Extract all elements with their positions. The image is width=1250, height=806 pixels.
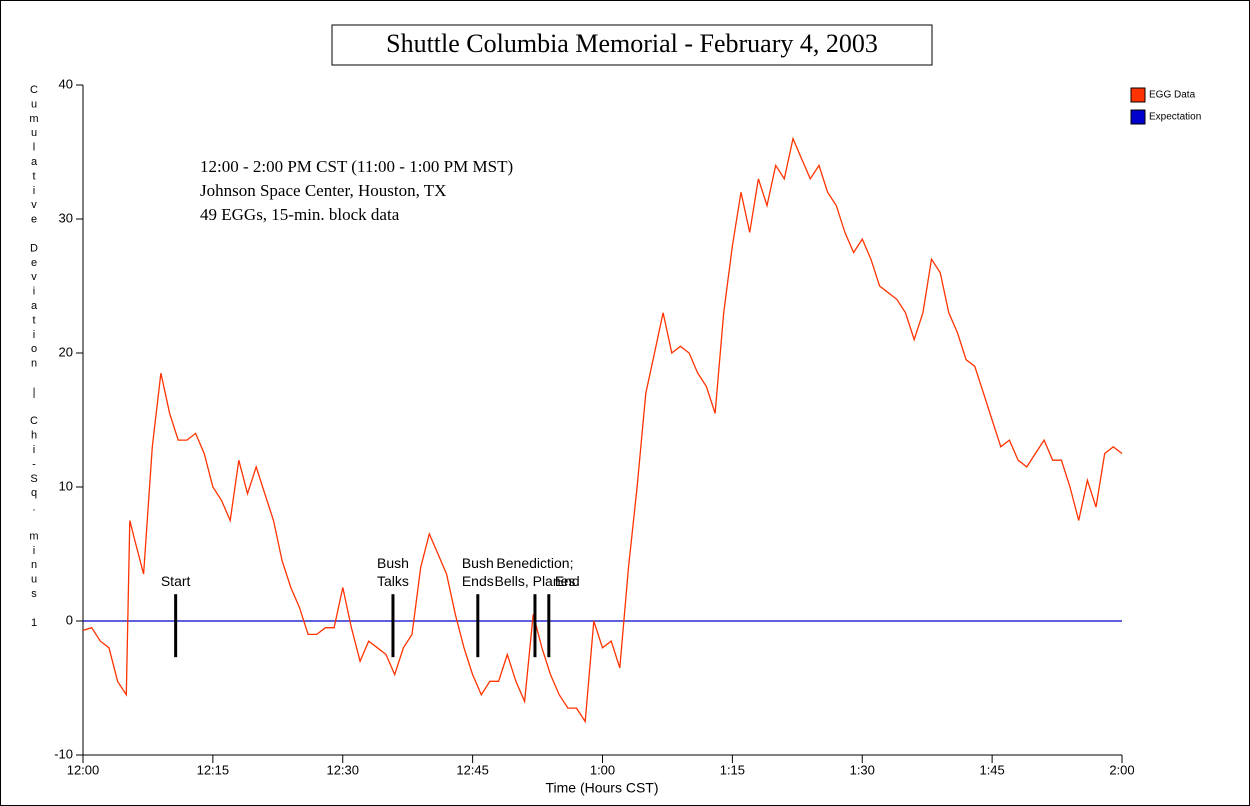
annotation: 12:00 - 2:00 PM CST (11:00 - 1:00 PM MST… (200, 157, 513, 176)
event-label: Bush (377, 555, 409, 571)
y-tick-label: 40 (59, 76, 73, 91)
x-tick-label: 12:15 (197, 762, 230, 777)
y-tick-label: 20 (59, 344, 73, 359)
event-label: Bells, Planes (494, 573, 575, 589)
legend-label: EGG Data (1149, 90, 1196, 101)
y-tick-label: 0 (66, 612, 73, 627)
event-label: End (555, 573, 580, 589)
legend-label: Expectation (1149, 112, 1201, 123)
x-tick-label: 12:00 (67, 762, 100, 777)
y-tick-label: 30 (59, 210, 73, 225)
x-tick-label: 1:15 (720, 762, 745, 777)
event-label: Bush (462, 555, 494, 571)
title-box (331, 24, 933, 66)
x-tick-label: 12:30 (326, 762, 359, 777)
legend-swatch (1130, 87, 1146, 103)
x-tick-label: 1:45 (979, 762, 1004, 777)
x-tick-label: 2:00 (1109, 762, 1134, 777)
annotation: 49 EGGs, 15-min. block data (200, 205, 400, 224)
y-axis-label: Cumulative Deviation | Chi-Sq. minus 1 (28, 84, 40, 631)
y-tick-label: -10 (54, 746, 73, 761)
event-label: Talks (377, 573, 409, 589)
x-tick-label: 1:00 (590, 762, 615, 777)
legend-swatch (1130, 109, 1146, 125)
data-line (82, 136, 1123, 724)
x-tick-label: 12:45 (456, 762, 489, 777)
chart-title: Shuttle Columbia Memorial - February 4, … (386, 29, 878, 58)
event-label: Ends (462, 573, 494, 589)
annotation: Johnson Space Center, Houston, TX (200, 181, 446, 200)
event-label: Start (161, 573, 191, 589)
x-tick-label: 1:30 (850, 762, 875, 777)
y-tick-label: 10 (59, 478, 73, 493)
event-label: Benediction; (496, 555, 573, 571)
x-axis-label: Time (Hours CST) (545, 780, 658, 796)
